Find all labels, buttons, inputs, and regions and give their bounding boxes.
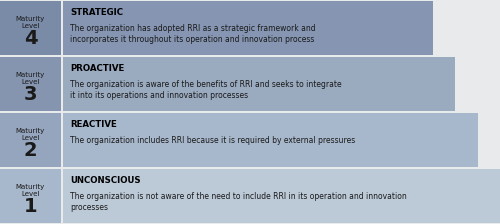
Text: Maturity
Level: Maturity Level — [16, 16, 45, 29]
Text: The organization is aware of the benefits of RRI and seeks to integrate
it into : The organization is aware of the benefit… — [70, 80, 342, 100]
Bar — [62, 169, 500, 223]
Bar — [62, 57, 455, 111]
Bar — [62, 1, 432, 55]
Text: The organization is not aware of the need to include RRI in its operation and in: The organization is not aware of the nee… — [70, 192, 407, 212]
Text: 2: 2 — [24, 141, 38, 160]
Text: 4: 4 — [24, 29, 38, 48]
Text: Maturity
Level: Maturity Level — [16, 128, 45, 141]
Text: Maturity
Level: Maturity Level — [16, 72, 45, 85]
Text: STRATEGIC: STRATEGIC — [70, 8, 123, 17]
Text: The organization has adopted RRI as a strategic framework and
incorporates it th: The organization has adopted RRI as a st… — [70, 24, 316, 44]
Bar — [62, 113, 478, 167]
Bar — [0, 169, 61, 223]
Bar — [0, 57, 61, 111]
Text: PROACTIVE: PROACTIVE — [70, 64, 124, 73]
Text: 3: 3 — [24, 85, 37, 104]
Text: The organization includes RRI because it is required by external pressures: The organization includes RRI because it… — [70, 136, 355, 145]
Text: UNCONSCIOUS: UNCONSCIOUS — [70, 176, 140, 185]
Text: REACTIVE: REACTIVE — [70, 120, 117, 129]
Text: Maturity
Level: Maturity Level — [16, 184, 45, 197]
Bar — [0, 1, 61, 55]
Text: 1: 1 — [24, 197, 38, 216]
Bar — [0, 113, 61, 167]
